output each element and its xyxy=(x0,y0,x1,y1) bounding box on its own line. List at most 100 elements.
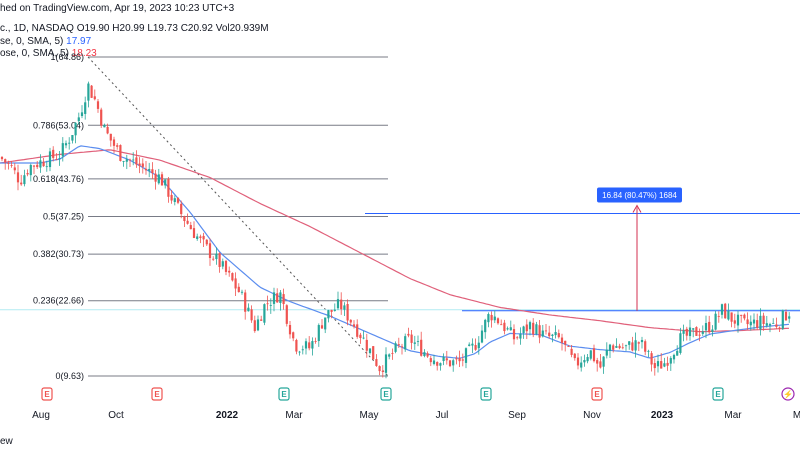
candle-body-209 xyxy=(669,358,672,364)
candle-body-180 xyxy=(576,357,580,366)
candle-body-113 xyxy=(362,337,365,339)
candle-body-57 xyxy=(183,216,186,222)
earnings-event-icon-3 xyxy=(380,387,392,401)
candle-body-179 xyxy=(573,353,576,359)
symbol-prefix: c., 1D, NASDAQ xyxy=(0,23,74,34)
candle-body-80 xyxy=(256,319,260,331)
candle-body-74 xyxy=(237,286,240,293)
candle-body-10 xyxy=(32,165,36,167)
fib-label-0-236: 0.236(22.66) xyxy=(33,296,84,306)
candle-body-183 xyxy=(586,357,589,362)
candle-body-228 xyxy=(730,312,733,322)
candle-body-107 xyxy=(343,305,346,310)
ohlc-close: C20.92 xyxy=(180,23,213,34)
candle-body-235 xyxy=(752,319,756,324)
candle-body-60 xyxy=(192,228,196,238)
candle-body-184 xyxy=(589,350,592,359)
candle-body-42 xyxy=(135,157,138,165)
candle-body-71 xyxy=(228,270,231,273)
split-event-icon xyxy=(781,387,795,401)
candle-body-23 xyxy=(74,122,77,136)
candle-body-89 xyxy=(285,305,288,324)
candle-body-111 xyxy=(356,324,359,337)
x-axis-label-4: May xyxy=(360,410,379,421)
candle-body-220 xyxy=(704,323,708,331)
candle-body-205 xyxy=(656,361,660,367)
candle-body-11 xyxy=(36,164,39,168)
candle-body-240 xyxy=(768,324,772,326)
candle-body-68 xyxy=(218,253,221,268)
measure-label: 16.84 (80.47%) 1684 xyxy=(602,191,677,200)
candle-body-35 xyxy=(112,139,116,146)
candle-body-144 xyxy=(461,359,464,361)
candle-body-143 xyxy=(458,357,461,362)
ohlc-open: O19.90 xyxy=(76,23,110,34)
candle-body-15 xyxy=(48,151,52,168)
candle-body-194 xyxy=(621,347,624,349)
ma-legend-fast[interactable]: se, 0, SMA, 5) 17.97 xyxy=(0,36,91,47)
candle-body-78 xyxy=(250,309,253,321)
fib-label-1: 1(64.86) xyxy=(50,52,84,62)
measure-label-box xyxy=(597,187,682,203)
candle-body-225 xyxy=(720,304,724,315)
candle-body-152 xyxy=(487,314,490,323)
candle-body-199 xyxy=(637,342,640,344)
candle-body-18 xyxy=(58,157,61,159)
ma-slow-value: 18.23 xyxy=(71,48,97,59)
candle-body-7 xyxy=(23,175,26,185)
candle-body-207 xyxy=(663,363,666,367)
x-axis-label-3: Mar xyxy=(285,410,303,421)
candle-body-224 xyxy=(717,315,720,317)
candle-body-219 xyxy=(701,331,704,334)
candle-body-45 xyxy=(144,168,148,171)
candle-body-51 xyxy=(164,179,167,186)
candle-body-156 xyxy=(500,324,503,326)
candle-body-14 xyxy=(45,166,48,168)
candle-body-17 xyxy=(55,159,58,160)
candle-body-102 xyxy=(327,310,330,319)
candle-body-155 xyxy=(496,318,500,324)
candle-body-109 xyxy=(349,319,352,323)
candle-body-31 xyxy=(100,109,103,126)
candle-body-132 xyxy=(423,352,426,357)
candle-body-75 xyxy=(240,291,244,293)
candle-body-0 xyxy=(0,156,4,160)
candle-body-123 xyxy=(394,343,397,352)
candle-body-121 xyxy=(388,354,391,357)
candle-body-84 xyxy=(269,305,272,306)
candle-body-49 xyxy=(157,174,160,184)
candle-body-82 xyxy=(263,304,266,323)
candle-body-217 xyxy=(695,327,698,336)
candle-body-104 xyxy=(333,309,336,311)
candle-body-63 xyxy=(202,235,205,240)
candle-body-97 xyxy=(311,341,314,349)
candle-body-148 xyxy=(474,345,477,350)
candle-body-130 xyxy=(416,341,420,342)
candle-body-187 xyxy=(599,361,602,368)
candle-body-39 xyxy=(125,159,128,162)
candle-body-125 xyxy=(400,346,404,348)
candle-body-43 xyxy=(138,163,141,166)
ma-legend-slow[interactable]: ose, 0, SMA, 5) 18.23 xyxy=(0,48,97,59)
candle-body-242 xyxy=(775,324,778,327)
x-axis-label-6: Sep xyxy=(508,410,526,421)
earnings-event-label-2: E xyxy=(281,390,287,399)
candle-body-234 xyxy=(749,321,752,326)
dividend-event-label-1: E xyxy=(154,390,160,399)
candle-body-198 xyxy=(634,340,637,351)
candle-body-30 xyxy=(96,101,100,109)
dividend-event-icon-1 xyxy=(151,387,163,401)
candle-body-212 xyxy=(679,333,682,353)
footer-caption: ew xyxy=(0,436,13,447)
candle-body-138 xyxy=(442,356,445,362)
candle-body-185 xyxy=(592,348,596,362)
candle-body-93 xyxy=(298,351,301,353)
candle-body-19 xyxy=(61,143,64,157)
candle-body-169 xyxy=(541,330,544,337)
candle-body-33 xyxy=(106,126,109,134)
candle-body-157 xyxy=(503,322,506,332)
candle-body-221 xyxy=(708,321,711,333)
candle-body-168 xyxy=(538,325,541,338)
